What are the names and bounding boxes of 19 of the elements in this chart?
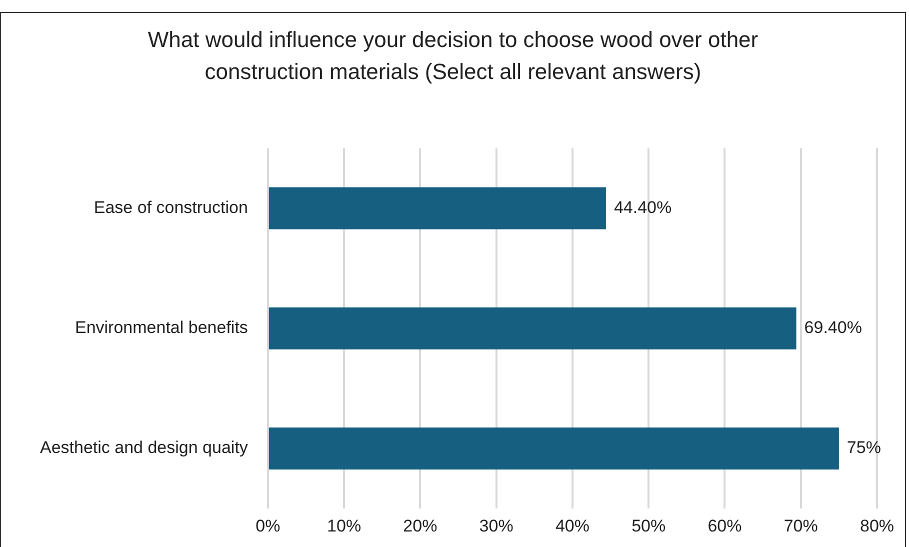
bar	[268, 187, 606, 230]
y-tick-label: Ease of construction	[94, 198, 248, 217]
x-tick-label: 20%	[403, 516, 438, 536]
data-label: 44.40%	[614, 198, 672, 217]
bar	[268, 307, 796, 350]
chart-title: What would influence your decision to choose wood over other construction materials (Select all relevant answers)	[146, 26, 760, 86]
x-tick-label: 10%	[327, 516, 362, 536]
x-tick-label: 70%	[784, 516, 818, 536]
x-tick-label: 40%	[555, 516, 590, 536]
y-tick-label: Environmental benefits	[74, 318, 248, 338]
x-tick-label: 80%	[860, 516, 894, 536]
bar	[268, 428, 839, 470]
x-tick-label: 60%	[708, 516, 742, 536]
y-tick-label: Aesthetic and design quaity	[40, 438, 248, 458]
x-tick-label: 30%	[479, 516, 514, 536]
data-label: 69.40%	[804, 318, 862, 338]
x-tick-label: 50%	[632, 516, 666, 536]
x-tick-label: 0%	[256, 516, 280, 536]
data-label: 75%	[846, 438, 881, 458]
